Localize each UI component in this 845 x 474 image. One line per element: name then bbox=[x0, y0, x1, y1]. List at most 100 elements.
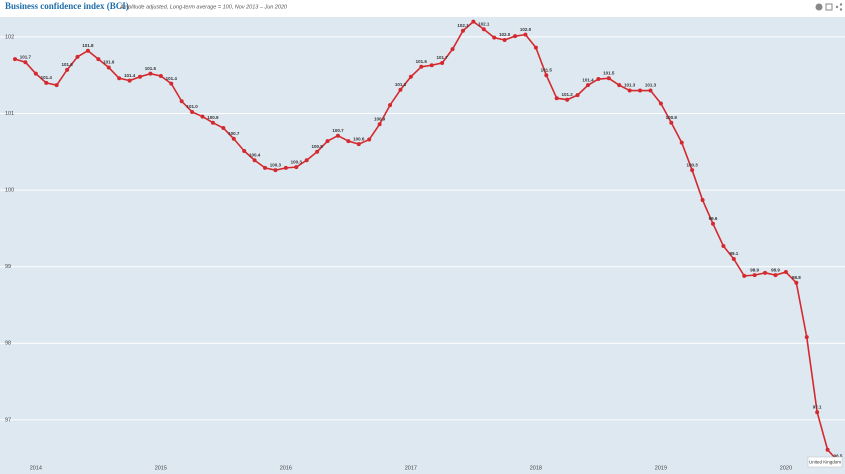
data-point bbox=[304, 158, 309, 163]
data-label: 101.3 bbox=[645, 83, 657, 88]
y-tick-label: 101 bbox=[5, 111, 14, 117]
y-tick-label: 100 bbox=[5, 188, 14, 194]
share-icon[interactable] bbox=[835, 3, 843, 11]
data-label: 100.4 bbox=[249, 152, 261, 157]
data-label: 101.7 bbox=[20, 54, 32, 59]
y-tick-label: 98 bbox=[5, 341, 11, 347]
data-label: 102.1 bbox=[478, 21, 490, 26]
data-point bbox=[179, 99, 184, 104]
data-label: 100.7 bbox=[332, 128, 344, 133]
data-point bbox=[65, 67, 70, 72]
data-label: 96.5 bbox=[834, 453, 843, 458]
data-point bbox=[315, 149, 320, 154]
data-point bbox=[804, 335, 809, 340]
data-point bbox=[138, 74, 143, 79]
data-label: 100.5 bbox=[311, 144, 323, 149]
data-label: 102.0 bbox=[499, 32, 511, 37]
plot-layer: 97 98 99 100 101 102 2014 2015 2016 2017 2018 2019 2… bbox=[0, 19, 845, 471]
data-point bbox=[231, 136, 236, 141]
data-point bbox=[523, 32, 528, 37]
data-point bbox=[294, 165, 299, 170]
data-point bbox=[471, 19, 476, 24]
expand-icon[interactable] bbox=[825, 3, 833, 11]
data-label: 98.8 bbox=[792, 275, 801, 280]
chart-title: Business confidence index (BCI) bbox=[5, 1, 129, 11]
data-point bbox=[481, 27, 486, 32]
x-tick-label: 2017 bbox=[405, 465, 417, 471]
data-point bbox=[783, 270, 788, 275]
plot-area bbox=[0, 17, 845, 474]
data-point bbox=[627, 88, 632, 93]
data-label: 101.2 bbox=[562, 92, 574, 97]
data-point bbox=[721, 244, 726, 249]
data-label: 102.0 bbox=[520, 27, 532, 32]
y-tick-label: 99 bbox=[5, 264, 11, 270]
data-label: 101.5 bbox=[145, 66, 157, 71]
data-label: 101.3 bbox=[395, 82, 407, 87]
data-point bbox=[75, 54, 80, 59]
data-point bbox=[825, 447, 830, 452]
data-label: 101.4 bbox=[41, 75, 53, 80]
data-label: 100.3 bbox=[291, 159, 303, 164]
data-point bbox=[429, 63, 434, 68]
data-label: 101.8 bbox=[82, 43, 94, 48]
data-point bbox=[190, 109, 195, 114]
data-point bbox=[742, 273, 747, 278]
data-label: 101.5 bbox=[541, 67, 553, 72]
data-label: 101.0 bbox=[186, 104, 198, 109]
legend-box bbox=[807, 456, 843, 468]
header-bar bbox=[0, 0, 845, 17]
data-point bbox=[638, 88, 643, 93]
data-label: 98.9 bbox=[771, 267, 780, 272]
data-label: 101.7 bbox=[436, 55, 448, 60]
data-point bbox=[54, 83, 59, 88]
data-point bbox=[169, 81, 174, 86]
data-point bbox=[408, 74, 413, 79]
data-point bbox=[44, 80, 49, 85]
data-point bbox=[221, 126, 226, 131]
data-point bbox=[669, 120, 674, 125]
data-label: 101.4 bbox=[582, 77, 594, 82]
chart-subtitle: Amplitude adjusted, Long-term average = … bbox=[119, 4, 288, 10]
data-point bbox=[158, 73, 163, 78]
data-point bbox=[117, 76, 122, 81]
data-label: 98.9 bbox=[750, 267, 759, 272]
data-point bbox=[440, 60, 445, 65]
data-point bbox=[273, 168, 278, 173]
data-label: 101.4 bbox=[124, 73, 136, 78]
data-point bbox=[106, 65, 111, 70]
data-point bbox=[335, 133, 340, 138]
data-point bbox=[200, 114, 205, 119]
data-point bbox=[648, 88, 653, 93]
data-point bbox=[85, 48, 90, 53]
legend: United Kingdom bbox=[807, 456, 843, 468]
data-point bbox=[242, 149, 247, 154]
data-label: 101.5 bbox=[603, 70, 615, 75]
data-point bbox=[263, 165, 268, 170]
data-point bbox=[617, 83, 622, 88]
y-tick-label: 102 bbox=[5, 34, 14, 40]
x-tick-label: 2014 bbox=[30, 465, 42, 471]
y-tick-label: 97 bbox=[5, 417, 11, 423]
data-point bbox=[450, 47, 455, 52]
x-tick-label: 2019 bbox=[655, 465, 667, 471]
data-point bbox=[710, 221, 715, 226]
data-point bbox=[700, 198, 705, 203]
x-tick-label: 2016 bbox=[280, 465, 292, 471]
data-label: 102.1 bbox=[457, 23, 469, 28]
data-label: 100.9 bbox=[207, 115, 219, 120]
info-icon[interactable] bbox=[815, 3, 823, 11]
data-label: 100.3 bbox=[687, 162, 699, 167]
data-label: 101.6 bbox=[61, 62, 73, 67]
data-point bbox=[398, 87, 403, 92]
data-label: 100.9 bbox=[666, 115, 678, 120]
data-point bbox=[679, 140, 684, 145]
data-point bbox=[33, 71, 38, 76]
data-point bbox=[13, 57, 17, 62]
data-point bbox=[585, 83, 590, 88]
data-point bbox=[794, 280, 799, 285]
data-point bbox=[148, 71, 153, 76]
data-point bbox=[502, 37, 507, 42]
data-point bbox=[544, 73, 549, 78]
